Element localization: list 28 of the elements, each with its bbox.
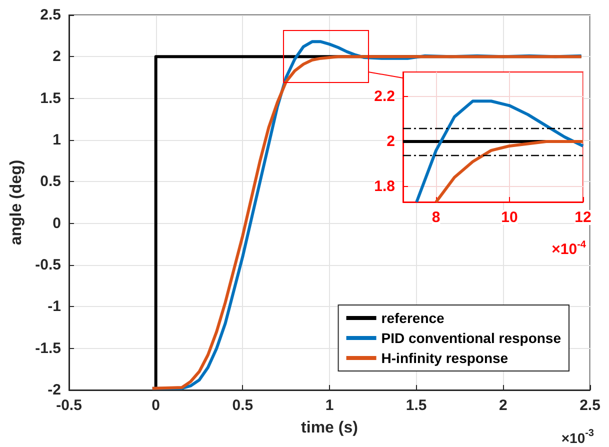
y-tick-label: 1.5 [40, 90, 61, 107]
x-tick-label: 0.5 [232, 397, 254, 414]
x-tick-label: 2.5 [580, 397, 600, 414]
x-tick-label: 2 [498, 397, 508, 414]
x-tick-label: 1.5 [406, 397, 427, 414]
y-tick-label: 1 [52, 132, 61, 148]
y-tick-label: -1 [48, 298, 61, 316]
y-tick-label: 2.2 [374, 88, 395, 106]
legend-label: H-infinity response [381, 350, 508, 366]
y-axis-title: angle (deg) [8, 160, 25, 246]
y-tick-label: -0.5 [35, 256, 61, 274]
y-tick-label: -2 [48, 382, 61, 398]
x-axis-title: time (s) [301, 420, 358, 436]
y-tick-label: -1.5 [35, 340, 61, 357]
y-tick-label: 2 [386, 132, 395, 150]
legend-label: PID conventional response [381, 330, 562, 346]
x-tick-label: 10 [501, 209, 518, 226]
x-tick-label: 1 [325, 397, 334, 414]
line-series [434, 140, 584, 204]
y-tick-label: 2 [52, 48, 61, 66]
y-tick-label: 1.8 [374, 178, 395, 195]
y-tick-label: 2.5 [40, 6, 61, 24]
x-tick-label: 0 [152, 397, 160, 414]
legend-label: reference [381, 310, 445, 326]
y-tick-label: 0.5 [40, 173, 61, 190]
x-tick-label: 8 [432, 209, 440, 226]
line-series [415, 100, 584, 204]
x-tick-label: 12 [574, 209, 592, 226]
